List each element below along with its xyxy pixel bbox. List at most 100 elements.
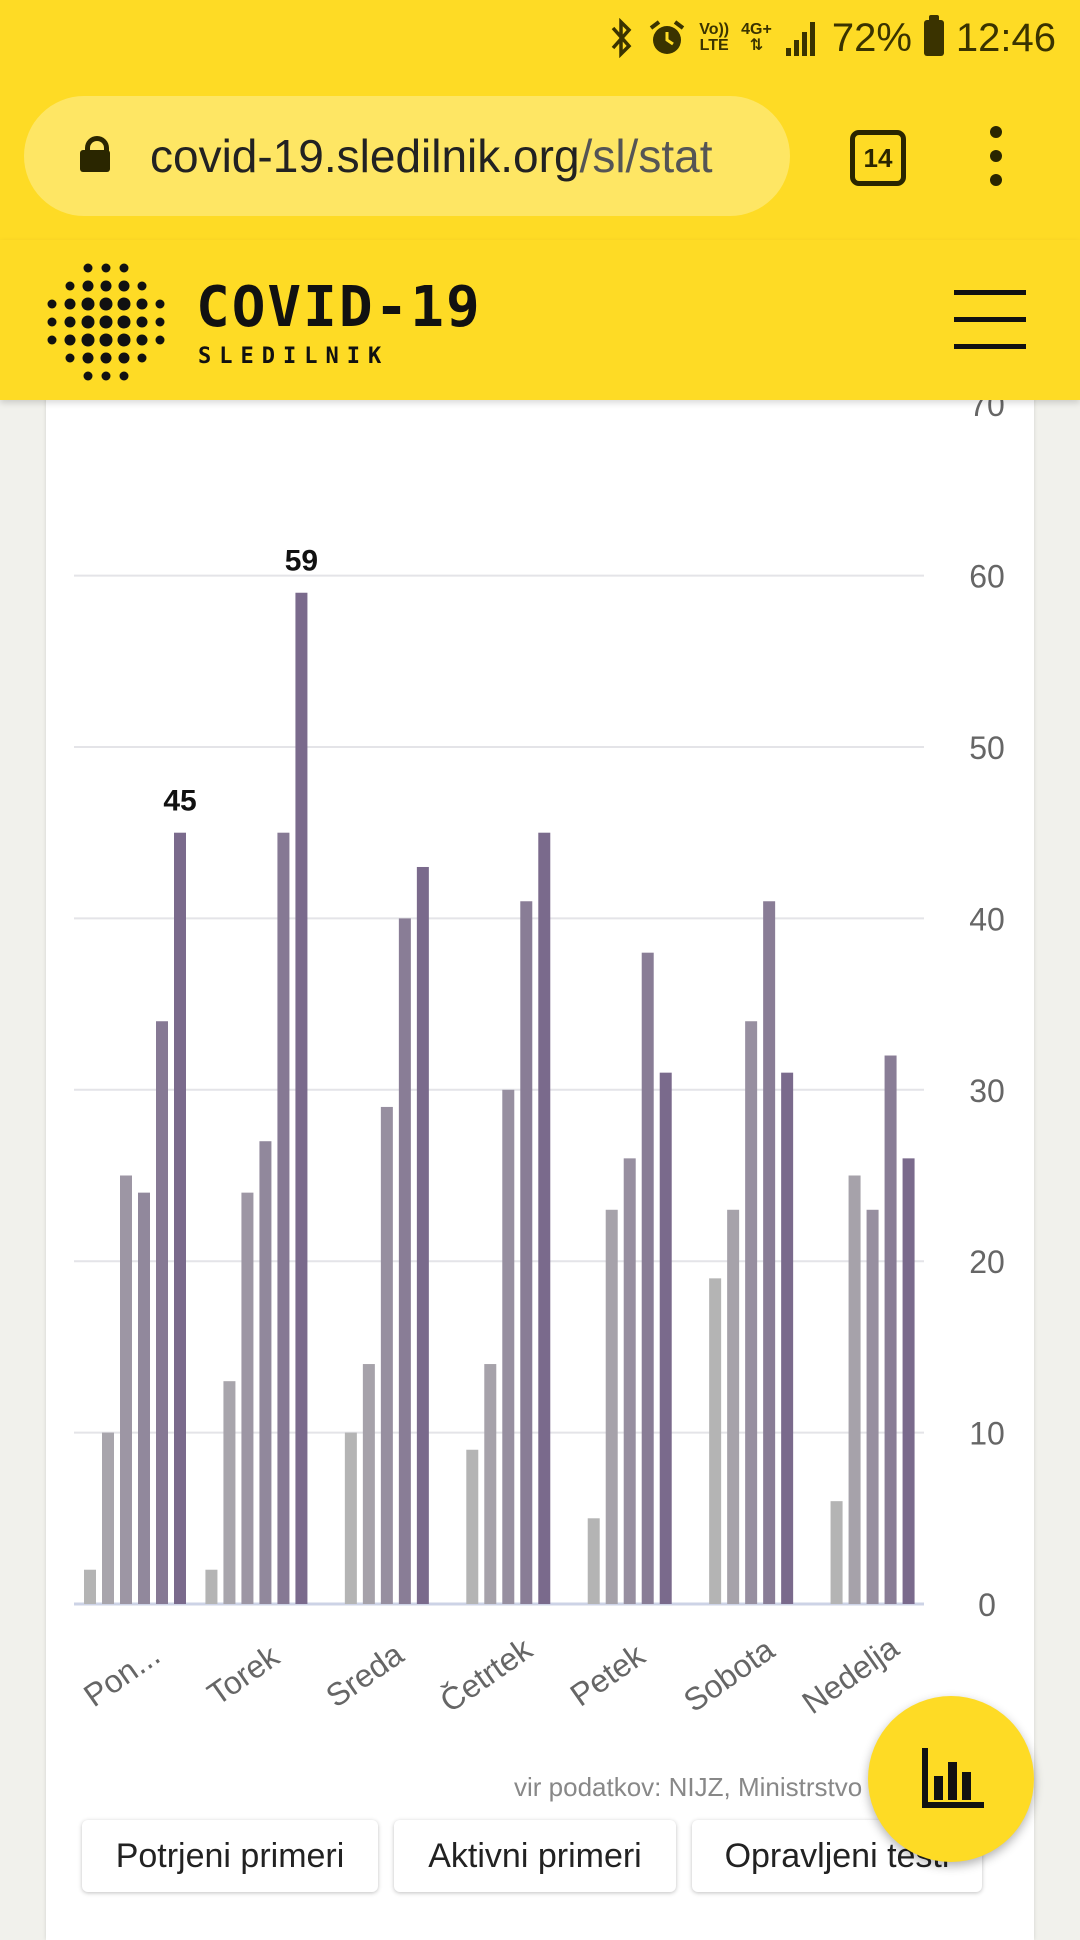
logo-dot [64,316,76,328]
bar [659,1072,672,1604]
bar [362,1364,375,1604]
bar [277,832,290,1604]
x-tick-label: Sreda [319,1636,410,1715]
logo-dot [118,352,130,364]
volte-indicator: Vo)) LTE [699,21,730,54]
bar [502,1089,515,1604]
logo-dot [99,297,113,311]
bar [587,1518,600,1604]
bar [241,1192,254,1604]
y-tick-label: 40 [969,901,1005,937]
bar [416,866,429,1604]
active-cases-button[interactable]: Aktivni primeri [394,1820,676,1892]
logo-dot [100,280,112,292]
confirmed-cases-button[interactable]: Potrjeni primeri [82,1820,378,1892]
status-bar: Vo)) LTE 4G+ ⇅ 72% 12:46 [0,0,1080,76]
bar [745,1021,758,1604]
bar [709,1278,722,1604]
logo-dot [117,297,131,311]
bar [763,901,776,1604]
bar [344,1432,357,1604]
signal-icon [785,22,815,56]
bar [641,952,654,1604]
battery-icon [923,15,944,56]
x-tick-label: Četrtek [433,1630,539,1719]
bluetooth-icon [611,18,632,58]
app-header: COVID-19 SLEDILNIK [0,240,1080,400]
y-tick-label: 30 [969,1073,1005,1109]
logo-dot [64,334,76,346]
lock-icon [80,136,110,172]
logo-dot [81,333,95,347]
bar [623,1158,636,1604]
browser-toolbar: covid-19.sledilnik.org/sl/stat 14 [0,76,1080,240]
logo-dot [83,263,93,273]
clock: 12:46 [955,15,1056,60]
bar [884,1055,897,1604]
x-tick-label: Torek [201,1637,287,1712]
bar [466,1449,479,1604]
logo-dot [65,281,75,291]
logo-dot [119,371,129,381]
address-bar[interactable]: covid-19.sledilnik.org/sl/stat [24,96,790,216]
data-label: 45 [163,785,196,818]
logo-dot [155,299,165,309]
logo-dot [82,352,94,364]
brand-title: COVID-19 [196,275,482,340]
logo-dot [136,298,148,310]
bar [156,1021,168,1604]
bar [84,1569,96,1604]
bar [902,1158,915,1604]
bar [830,1501,843,1604]
logo-dot [64,298,76,310]
logo-dot [47,299,57,309]
bar [120,1175,132,1604]
logo-dot [81,315,95,329]
y-tick-label: 60 [969,559,1005,595]
hamburger-menu-icon[interactable] [954,290,1026,350]
bar [781,1072,794,1604]
tab-switcher-button[interactable]: 14 [850,130,906,186]
logo-dot [83,371,93,381]
chart-select-button[interactable] [868,1696,1034,1862]
x-tick-label: Sobota [677,1631,781,1719]
bar [398,918,411,1604]
logo-dot [65,353,75,363]
logo-dot [137,281,147,291]
data-label: 59 [285,545,318,578]
logo-dot [101,263,111,273]
bar-chart-icon [922,1748,984,1808]
alarm-icon [650,20,685,54]
bar [223,1381,236,1604]
bar [866,1209,879,1604]
logo-dot [136,334,148,346]
y-tick-label: 0 [978,1587,996,1623]
logo-dot [99,333,113,347]
logo-dot [82,280,94,292]
bar [520,901,533,1604]
bar [484,1364,497,1604]
y-tick-label: 20 [969,1244,1005,1280]
logo-dot [119,263,129,273]
bar [174,832,186,1604]
url-text[interactable]: covid-19.sledilnik.org/sl/stat [150,96,712,216]
more-options-icon[interactable] [984,126,1008,186]
url-domain: covid-19.sledilnik.org [150,130,580,182]
x-tick-label: Pon... [77,1636,166,1713]
logo-dot [47,335,57,345]
bar [138,1192,150,1604]
logo-dot [81,297,95,311]
y-tick-label: 10 [969,1416,1005,1452]
y-tick-label: 50 [969,730,1005,766]
logo-dot [136,316,148,328]
battery-percent: 72% [831,15,912,60]
logo-dot [155,335,165,345]
logo-dot [155,317,165,327]
logo-dot [118,280,130,292]
bar [727,1209,740,1604]
bar [538,832,551,1604]
bar [259,1141,272,1604]
bar [205,1569,218,1604]
bar [295,592,308,1604]
